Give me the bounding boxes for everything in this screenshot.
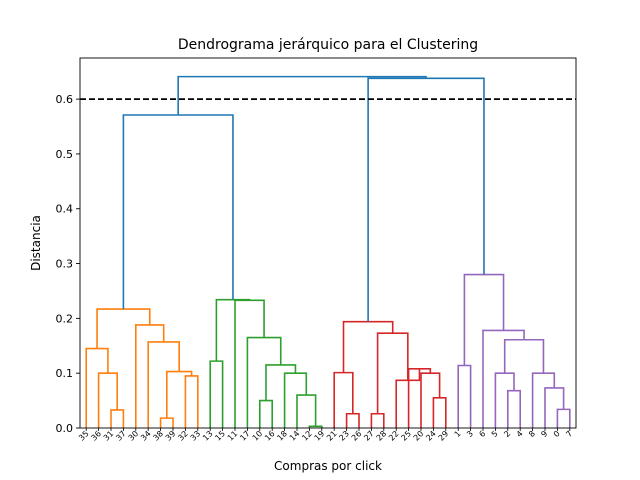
dendrogram-link <box>97 372 118 428</box>
leaf-label: 6 <box>477 429 487 439</box>
chart-title: Dendrograma jerárquico para el Clusterin… <box>178 37 478 53</box>
leaf-label: 29 <box>437 429 451 443</box>
y-tick-label: 0.2 <box>56 312 74 325</box>
dendrogram-link <box>556 408 571 428</box>
leaf-label: 2 <box>502 429 512 439</box>
dendrogram-link <box>503 338 545 374</box>
dendrogram-link <box>110 409 125 428</box>
dendrogram-link <box>342 320 394 373</box>
dendrogram-link <box>506 389 522 428</box>
dendrogram-link <box>96 308 151 349</box>
dendrogram-link <box>258 399 274 428</box>
dendrogram-link <box>215 298 251 362</box>
dendrogram-link <box>184 375 199 428</box>
dendrogram-link <box>283 372 308 428</box>
dendrogram-link <box>482 329 525 428</box>
dendrogram-link <box>457 364 472 428</box>
dendrogram-link <box>376 332 409 414</box>
leaf-label: 7 <box>564 429 574 439</box>
y-tick-label: 0.6 <box>56 93 74 106</box>
leaf-label: 3 <box>465 429 475 439</box>
y-axis: 0.0 0.1 0.2 0.3 0.4 0.5 0.6 <box>56 93 80 435</box>
leaf-label: 1 <box>453 429 463 439</box>
leaf-label: 0 <box>552 429 562 439</box>
y-tick-label: 0.5 <box>56 148 74 161</box>
dendrogram-link <box>463 273 505 366</box>
dendrogram-link <box>494 372 515 428</box>
dendrogram-link <box>531 372 556 428</box>
dendrogram-link <box>296 394 317 428</box>
dendrogram-link <box>432 397 447 428</box>
dendrogram-link <box>122 114 234 310</box>
dendrogram-links <box>85 75 571 428</box>
dendrogram-link <box>177 75 427 116</box>
leaf-label: 9 <box>539 429 549 439</box>
x-axis-label: Compras por click <box>274 459 382 473</box>
dendrogram-link <box>85 347 109 428</box>
dendrogram-link <box>135 324 165 428</box>
y-tick-label: 0.0 <box>56 422 74 435</box>
dendrogram-link <box>209 360 224 428</box>
dendrogram-link <box>246 336 282 428</box>
leaf-label: 5 <box>490 429 500 439</box>
y-tick-label: 0.3 <box>56 258 74 271</box>
dendrogram-link <box>420 372 441 428</box>
leaf-label: 4 <box>515 429 525 439</box>
y-axis-label: Distancia <box>29 215 43 271</box>
dendrogram-link <box>367 77 485 322</box>
dendrogram-link <box>333 371 354 428</box>
plot-frame <box>79 57 577 429</box>
y-tick-label: 0.1 <box>56 367 74 380</box>
dendrogram-link <box>166 370 193 419</box>
dendrogram-link <box>265 364 297 401</box>
dendrogram-link <box>544 387 565 428</box>
dendrogram-link <box>147 341 180 428</box>
leaf-label: 8 <box>527 429 537 439</box>
x-axis: 3536313730343839323313151117101618141219… <box>77 428 574 443</box>
dendrogram-link <box>159 417 174 428</box>
dendrogram-link <box>370 412 385 428</box>
dendrogram-link <box>345 412 360 428</box>
y-tick-label: 0.4 <box>56 203 74 216</box>
